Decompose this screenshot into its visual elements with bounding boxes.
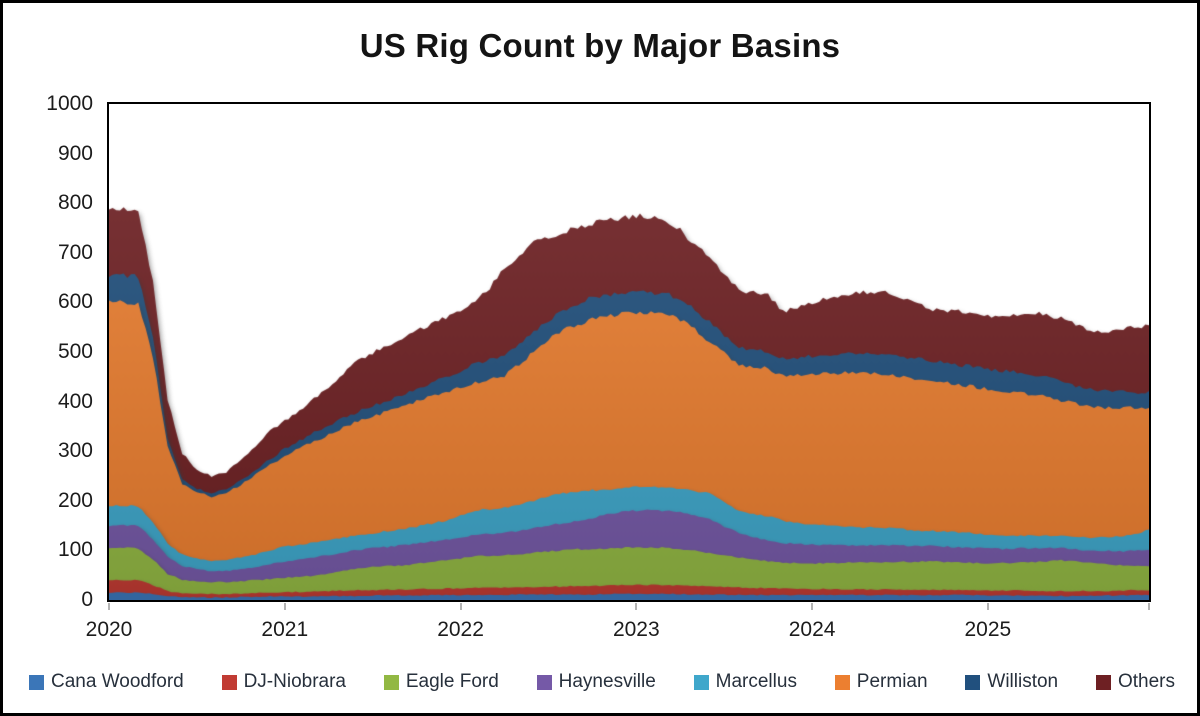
x-tick-mark	[459, 603, 462, 610]
legend-item-others: Others	[1095, 671, 1175, 693]
y-tick-label: 400	[57, 389, 93, 413]
legend-swatch	[1095, 674, 1111, 690]
plot-area	[107, 102, 1151, 602]
chart-title: US Rig Count by Major Basins	[359, 27, 841, 64]
legend-label: Marcellus	[715, 671, 797, 692]
y-tick-label: 600	[57, 290, 93, 314]
legend-item-permian: Permian	[834, 671, 928, 693]
x-tick-mark	[108, 603, 110, 610]
stacked-area-canvas	[109, 104, 1149, 600]
legend-label: Others	[1117, 671, 1175, 692]
legend-swatch	[29, 674, 44, 690]
x-tick-label: 2020	[85, 618, 133, 641]
x-tick-mark	[986, 603, 989, 610]
x-tick-mark	[283, 603, 286, 610]
legend-swatch	[965, 674, 981, 690]
legend-item-williston: Williston	[965, 671, 1058, 693]
y-tick-label: 500	[57, 340, 93, 363]
x-tick-label: 2023	[612, 618, 660, 641]
y-tick-label: 800	[57, 191, 93, 215]
legend-label: Eagle Ford	[405, 671, 499, 692]
y-tick-label: 900	[57, 141, 93, 165]
legend-item-dj-niobrara: DJ-Niobrara	[221, 671, 346, 693]
legend-swatch	[536, 674, 552, 690]
x-tick-mark	[811, 603, 814, 610]
y-tick-label: 100	[57, 538, 93, 562]
x-tick-mark	[635, 603, 638, 610]
x-tick-mark	[1148, 603, 1150, 610]
x-tick-label: 2022	[437, 618, 484, 641]
y-tick-label: 700	[57, 240, 93, 264]
legend-swatch	[221, 674, 237, 690]
y-tick-label: 200	[57, 488, 93, 512]
legend-swatch	[383, 674, 399, 690]
legend-swatch	[834, 674, 850, 690]
legend-label: Haynesville	[558, 671, 656, 692]
legend-label: Williston	[987, 671, 1059, 692]
legend-label: Cana Woodford	[51, 671, 184, 692]
legend-item-eagle-ford: Eagle Ford	[383, 671, 499, 693]
x-tick-label: 2021	[261, 618, 309, 641]
legend-label: Permian	[856, 671, 928, 692]
x-tick-label: 2024	[788, 618, 836, 641]
legend-item-haynesville: Haynesville	[536, 671, 656, 693]
legend-label: DJ-Niobrara	[243, 671, 346, 692]
y-tick-label: 300	[57, 439, 93, 463]
legend-item-cana-woodford: Cana Woodford	[29, 671, 184, 693]
y-tick-label: 1000	[46, 92, 93, 115]
y-tick-label: 0	[81, 588, 93, 611]
legend: Cana Woodford DJ-Niobrara Eagle Ford Haynes…	[3, 671, 1197, 693]
legend-item-marcellus: Marcellus	[693, 671, 797, 693]
legend-swatch	[693, 674, 709, 690]
x-tick-label: 2025	[964, 618, 1012, 641]
